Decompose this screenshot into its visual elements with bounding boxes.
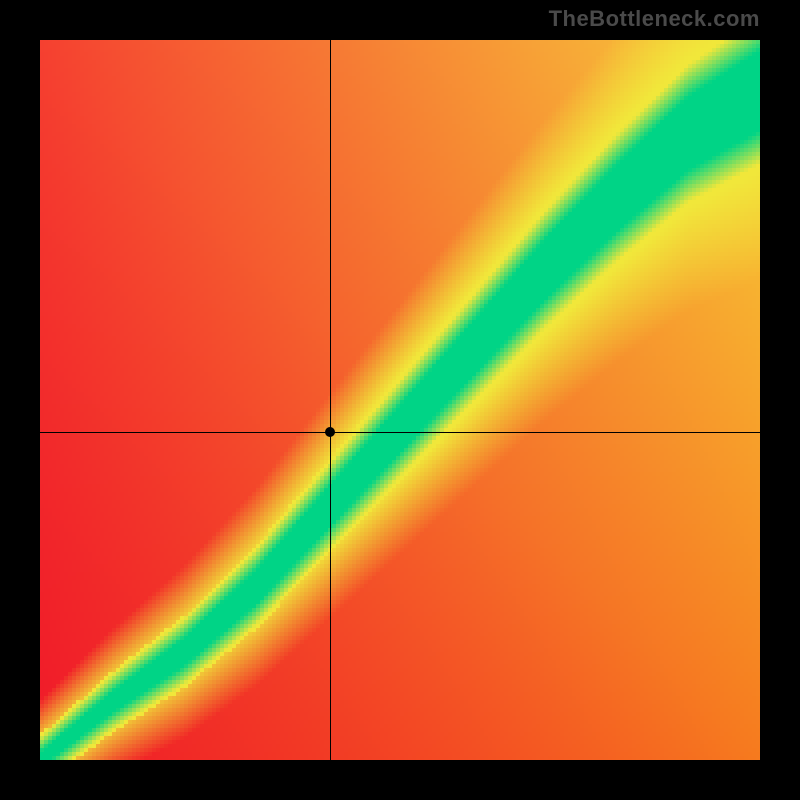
crosshair-vertical: [330, 40, 331, 760]
heatmap-plot: [40, 40, 760, 760]
heatmap-canvas: [40, 40, 760, 760]
crosshair-marker-dot: [325, 427, 335, 437]
plot-frame: [40, 40, 760, 760]
watermark-text: TheBottleneck.com: [549, 6, 760, 32]
crosshair-horizontal: [40, 432, 760, 433]
